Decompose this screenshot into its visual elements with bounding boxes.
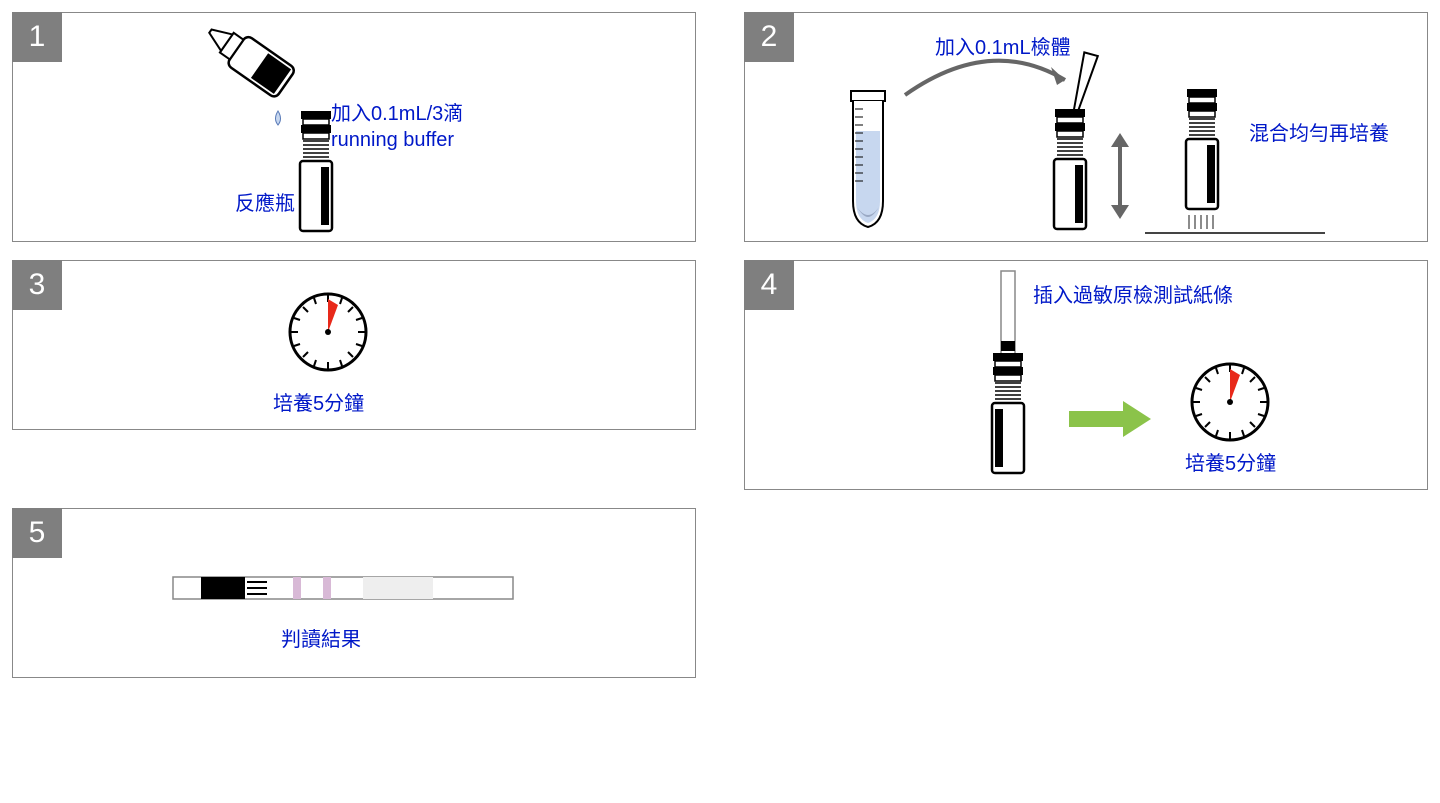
step-2-label-b: 混合均勻再培養 bbox=[1249, 121, 1389, 147]
step-1-label-b: running buffer bbox=[331, 127, 454, 153]
vial-with-strip-icon bbox=[983, 353, 1033, 483]
step-1-label-a: 加入0.1mL/3滴 bbox=[331, 101, 463, 127]
step-3-badge: 3 bbox=[12, 260, 62, 310]
result-strip-icon bbox=[173, 573, 513, 603]
reaction-vial-3-icon bbox=[1177, 89, 1227, 239]
step-2: 2 bbox=[744, 12, 1428, 242]
step-4-label-b: 培養5分鐘 bbox=[1185, 451, 1276, 477]
step-5: 5 判讀結果 bbox=[12, 508, 696, 678]
step-5-label-a: 判讀結果 bbox=[281, 627, 361, 653]
surface-line-icon bbox=[1145, 231, 1325, 235]
step-2-badge: 2 bbox=[744, 12, 794, 62]
step-5-badge: 5 bbox=[12, 508, 62, 558]
step-1-badge: 1 bbox=[12, 12, 62, 62]
sample-tube-icon bbox=[845, 91, 891, 231]
step-4: 4 bbox=[744, 260, 1428, 490]
test-strip-icon bbox=[997, 271, 1019, 361]
mix-arrow-icon bbox=[1105, 131, 1135, 221]
clock-icon bbox=[283, 287, 373, 377]
step-1: 1 加入0.1mL/3滴 bbox=[12, 12, 696, 242]
step-3-label-a: 培養5分鐘 bbox=[273, 391, 364, 417]
green-arrow-icon bbox=[1065, 399, 1155, 439]
steps-grid: 1 加入0.1mL/3滴 bbox=[12, 12, 1428, 678]
step-2-label-a: 加入0.1mL檢體 bbox=[935, 35, 1071, 61]
step-1-label-c: 反應瓶 bbox=[235, 191, 295, 217]
step-3: 3 培養5分鐘 bbox=[12, 260, 696, 430]
clock-4-icon bbox=[1185, 357, 1275, 447]
step-4-label-a: 插入過敏原檢測試紙條 bbox=[1033, 283, 1233, 309]
step-4-badge: 4 bbox=[744, 260, 794, 310]
reaction-vial-2-icon bbox=[1045, 109, 1095, 239]
